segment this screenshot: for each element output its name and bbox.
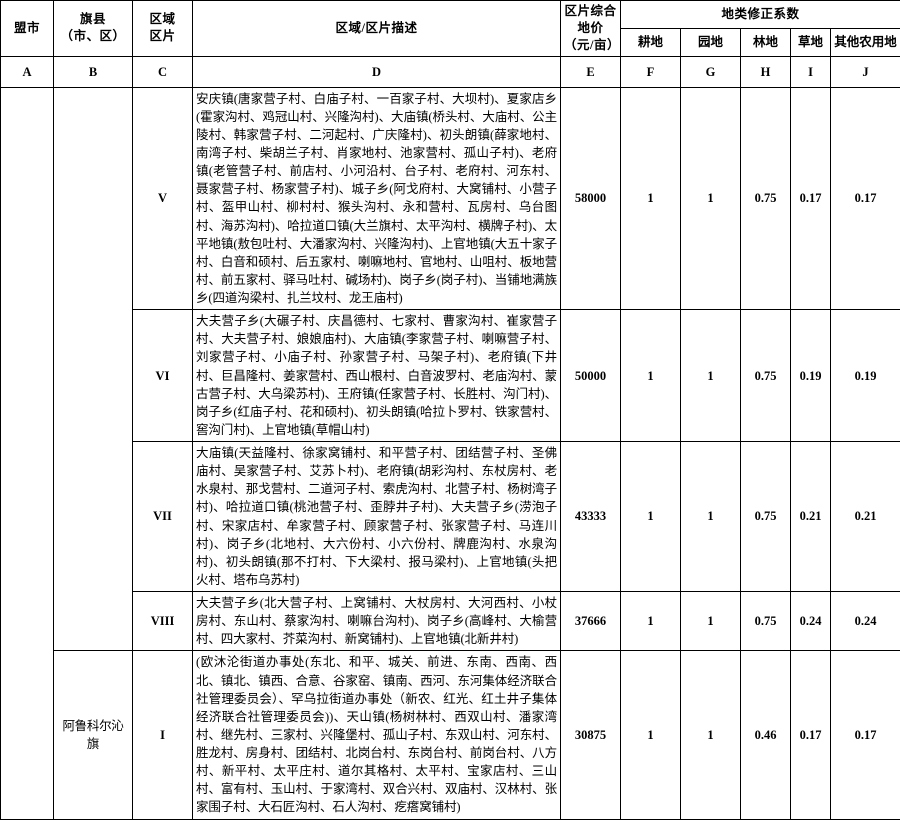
cell-league-city — [1, 87, 54, 819]
cell-coef-cultivated: 1 — [621, 651, 681, 819]
cell-zone-code: VIII — [133, 592, 193, 651]
cell-zone-code: I — [133, 651, 193, 819]
cell-coef-grass: 0.17 — [791, 87, 831, 310]
column-letter-e: E — [561, 56, 621, 87]
column-letter-row: A B C D E F G H I J — [1, 56, 900, 87]
cell-coef-garden: 1 — [681, 442, 741, 592]
cell-description: 大庙镇(天益隆村、徐家窝铺村、和平营子村、团结营子村、圣佛庙村、吴家营子村、艾苏… — [193, 442, 561, 592]
header-county: 旗县 （市、区） — [54, 1, 133, 57]
cell-zone-code: VI — [133, 310, 193, 442]
header-price-line3: （元/亩） — [564, 37, 617, 54]
header-county-line2: （市、区） — [57, 28, 129, 45]
header-comprehensive-price: 区片综合 地价 （元/亩） — [561, 1, 621, 57]
header-league-city: 盟市 — [1, 1, 54, 57]
header-region-zone-line2: 区片 — [136, 28, 189, 45]
header-row-titles: 盟市 旗县 （市、区） 区域 区片 区域/区片描述 区片综合 地价 （元/亩） … — [1, 1, 900, 29]
header-other-agricultural-land: 其他农用地 — [831, 28, 900, 56]
column-letter-g: G — [681, 56, 741, 87]
column-letter-a: A — [1, 56, 54, 87]
table-row: VIII 大夫营子乡(北大营子村、上窝铺村、大杖房村、大河西村、小杖房村、东山村… — [1, 592, 900, 651]
cell-coef-garden: 1 — [681, 310, 741, 442]
header-region-description: 区域/区片描述 — [193, 1, 561, 57]
cell-coef-other: 0.24 — [831, 592, 900, 651]
column-letter-h: H — [741, 56, 791, 87]
cell-coef-cultivated: 1 — [621, 310, 681, 442]
cell-coef-cultivated: 1 — [621, 592, 681, 651]
cell-coef-cultivated: 1 — [621, 87, 681, 310]
cell-description: 大夫营子乡(北大营子村、上窝铺村、大杖房村、大河西村、小杖房村、东山村、蔡家沟村… — [193, 592, 561, 651]
cell-county-name: 阿鲁科尔沁旗 — [54, 651, 133, 819]
header-forest-land: 林地 — [741, 28, 791, 56]
cell-coef-other: 0.17 — [831, 87, 900, 310]
cell-coef-garden: 1 — [681, 651, 741, 819]
header-region-zone: 区域 区片 — [133, 1, 193, 57]
cell-price: 37666 — [561, 592, 621, 651]
header-grass-land: 草地 — [791, 28, 831, 56]
column-letter-d: D — [193, 56, 561, 87]
cell-description: 大夫营子乡(大碾子村、庆昌德村、七家村、曹家沟村、崔家营子村、大夫营子村、娘娘庙… — [193, 310, 561, 442]
column-letter-i: I — [791, 56, 831, 87]
header-price-line1: 区片综合 — [564, 3, 617, 20]
cell-coef-forest: 0.75 — [741, 87, 791, 310]
cell-coef-forest: 0.75 — [741, 592, 791, 651]
cell-coef-other: 0.19 — [831, 310, 900, 442]
land-price-table-sheet: 盟市 旗县 （市、区） 区域 区片 区域/区片描述 区片综合 地价 （元/亩） … — [0, 0, 900, 728]
cell-zone-code: VII — [133, 442, 193, 592]
cell-coef-forest: 0.46 — [741, 651, 791, 819]
header-price-line2: 地价 — [564, 20, 617, 37]
cell-price: 58000 — [561, 87, 621, 310]
column-letter-b: B — [54, 56, 133, 87]
cell-coef-grass: 0.17 — [791, 651, 831, 819]
header-region-zone-line1: 区域 — [136, 11, 189, 28]
cell-coef-other: 0.21 — [831, 442, 900, 592]
column-letter-c: C — [133, 56, 193, 87]
cell-coef-cultivated: 1 — [621, 442, 681, 592]
cell-description: (欧沐沦街道办事处(东北、和平、城关、前进、东南、西南、西北、镇北、镇西、合意、… — [193, 651, 561, 819]
cell-coef-grass: 0.24 — [791, 592, 831, 651]
cell-description: 安庆镇(唐家营子村、白庙子村、一百家子村、大坝村)、夏家店乡(霍家沟村、鸡冠山村… — [193, 87, 561, 310]
cell-coef-grass: 0.19 — [791, 310, 831, 442]
table-row: V 安庆镇(唐家营子村、白庙子村、一百家子村、大坝村)、夏家店乡(霍家沟村、鸡冠… — [1, 87, 900, 310]
cell-price: 30875 — [561, 651, 621, 819]
cell-price: 43333 — [561, 442, 621, 592]
table-row: 阿鲁科尔沁旗 I (欧沐沦街道办事处(东北、和平、城关、前进、东南、西南、西北、… — [1, 651, 900, 819]
header-cultivated-land: 耕地 — [621, 28, 681, 56]
cell-coef-other: 0.17 — [831, 651, 900, 819]
header-land-type-coefficient-group: 地类修正系数 — [621, 1, 900, 29]
cell-coef-garden: 1 — [681, 87, 741, 310]
cell-coef-garden: 1 — [681, 592, 741, 651]
cell-zone-code: V — [133, 87, 193, 310]
cell-county-blank — [54, 87, 133, 651]
table-row: VI 大夫营子乡(大碾子村、庆昌德村、七家村、曹家沟村、崔家营子村、大夫营子村、… — [1, 310, 900, 442]
cell-coef-grass: 0.21 — [791, 442, 831, 592]
cell-coef-forest: 0.75 — [741, 442, 791, 592]
header-county-line1: 旗县 — [57, 11, 129, 28]
column-letter-j: J — [831, 56, 900, 87]
column-letter-f: F — [621, 56, 681, 87]
cell-price: 50000 — [561, 310, 621, 442]
header-garden-land: 园地 — [681, 28, 741, 56]
cell-coef-forest: 0.75 — [741, 310, 791, 442]
table-row: VII 大庙镇(天益隆村、徐家窝铺村、和平营子村、团结营子村、圣佛庙村、吴家营子… — [1, 442, 900, 592]
